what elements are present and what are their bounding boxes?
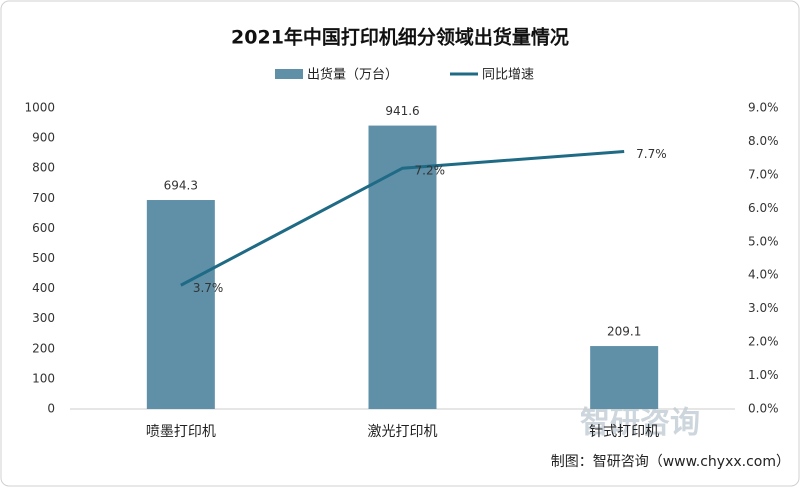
watermark: 智研咨询	[580, 406, 700, 441]
y-tick-label: 800	[32, 161, 55, 175]
y2-tick-label: 0.0%	[748, 402, 779, 416]
y2-tick-label: 4.0%	[748, 268, 779, 282]
y-tick-label: 0	[47, 402, 55, 416]
chart-title: 2021年中国打印机细分领域出货量情况	[231, 26, 569, 49]
legend-swatch	[275, 69, 303, 79]
data-label: 7.7%	[636, 147, 667, 161]
y-tick-label: 600	[32, 221, 55, 235]
y2-tick-label: 7.0%	[748, 167, 779, 181]
y2-tick-label: 5.0%	[748, 234, 779, 248]
data-label: 941.6	[385, 104, 419, 118]
y-tick-label: 300	[32, 311, 55, 325]
y2-tick-label: 8.0%	[748, 134, 779, 148]
y2-tick-label: 2.0%	[748, 335, 779, 349]
legend-label: 同比增速	[482, 68, 534, 83]
legend-label: 出货量（万台）	[307, 67, 398, 83]
y-tick-label: 900	[32, 131, 55, 145]
y2-tick-label: 9.0%	[748, 101, 779, 115]
data-label: 694.3	[164, 179, 198, 193]
y-tick-label: 100	[32, 371, 55, 385]
y2-tick-label: 1.0%	[748, 368, 779, 382]
bar	[368, 125, 437, 409]
x-tick-label: 喷墨打印机	[146, 423, 216, 440]
line	[180, 149, 625, 287]
y2-tick-label: 3.0%	[748, 301, 779, 315]
y2-tick-label: 6.0%	[748, 201, 779, 215]
data-label: 209.1	[607, 325, 641, 339]
y-tick-label: 700	[32, 191, 55, 205]
y-tick-label: 400	[32, 281, 55, 295]
bar	[146, 200, 215, 409]
y-tick-label: 500	[32, 251, 55, 265]
y-tick-label: 1000	[24, 101, 55, 115]
data-label: 3.7%	[193, 281, 224, 295]
x-tick-label: 针式打印机	[589, 423, 659, 440]
y-tick-label: 200	[32, 341, 55, 355]
source: 制图：智研咨询（www.chyxx.com）	[551, 454, 790, 470]
x-tick-label: 激光打印机	[368, 423, 438, 440]
data-label: 7.2%	[415, 164, 446, 178]
bar	[590, 346, 659, 409]
